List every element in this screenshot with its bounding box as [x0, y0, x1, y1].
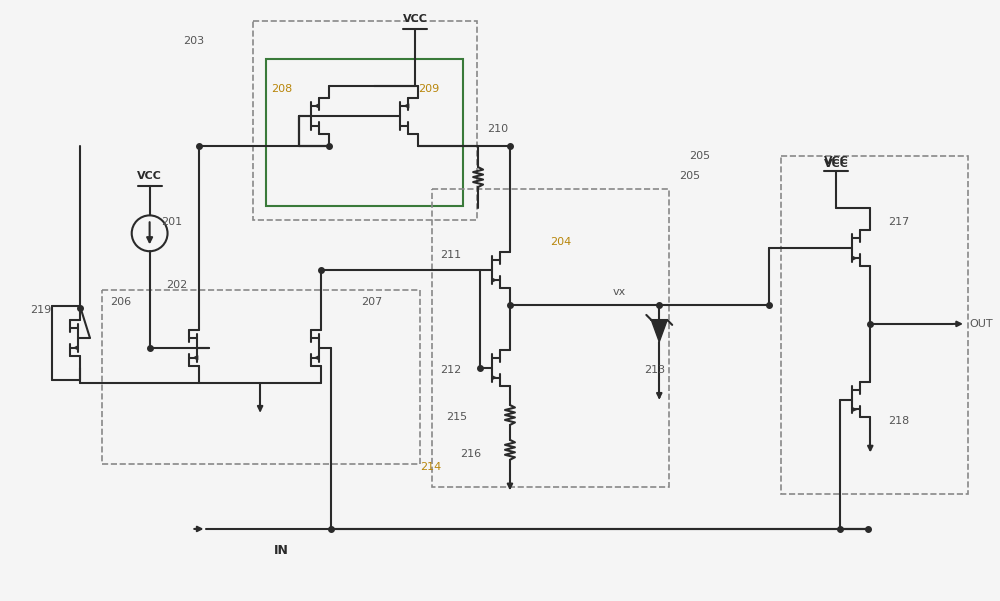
Text: 205: 205 — [679, 171, 700, 180]
Bar — [781, 156, 968, 494]
Text: 201: 201 — [162, 218, 183, 227]
Text: 206: 206 — [110, 297, 131, 307]
Text: 215: 215 — [446, 412, 467, 423]
Text: 218: 218 — [888, 416, 909, 427]
Text: 205: 205 — [689, 151, 710, 160]
Text: 204: 204 — [550, 237, 571, 247]
Bar — [253, 21, 477, 221]
Text: VCC: VCC — [137, 171, 162, 180]
Bar — [102, 290, 420, 464]
Text: 210: 210 — [487, 124, 508, 134]
Text: 203: 203 — [183, 36, 205, 46]
Text: 213: 213 — [644, 365, 665, 374]
Bar — [432, 189, 669, 487]
Text: VCC: VCC — [403, 14, 428, 24]
Text: 214: 214 — [420, 462, 442, 472]
Text: VCC: VCC — [824, 159, 849, 169]
Text: 217: 217 — [888, 218, 909, 227]
Text: vx: vx — [613, 287, 626, 297]
Text: 211: 211 — [440, 250, 461, 260]
Text: 212: 212 — [440, 365, 462, 374]
Polygon shape — [651, 320, 667, 342]
Bar — [266, 59, 463, 206]
Text: IN: IN — [274, 544, 288, 557]
Text: 209: 209 — [418, 84, 440, 94]
Text: 207: 207 — [361, 297, 382, 307]
Text: 208: 208 — [271, 84, 292, 94]
Text: VCC: VCC — [824, 156, 849, 166]
Text: 216: 216 — [460, 450, 481, 459]
Text: OUT: OUT — [970, 319, 993, 329]
Text: 219: 219 — [30, 305, 51, 315]
Text: 202: 202 — [167, 280, 188, 290]
